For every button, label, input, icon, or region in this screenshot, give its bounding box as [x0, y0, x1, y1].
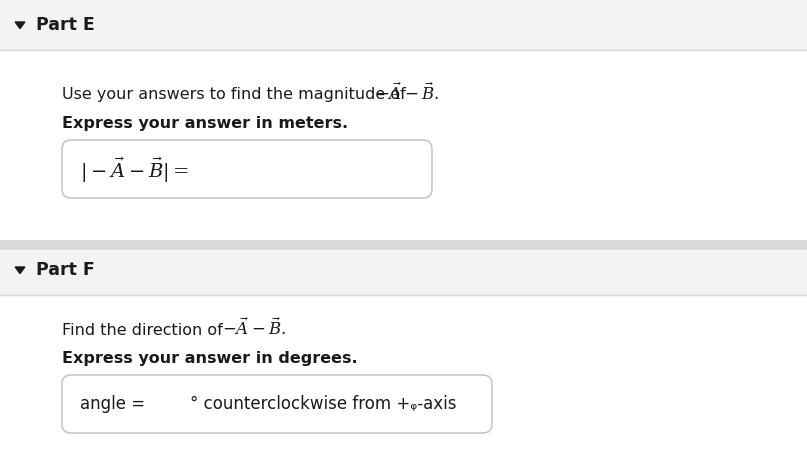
Text: ° counterclockwise from +ᵩ-axis: ° counterclockwise from +ᵩ-axis [190, 395, 457, 413]
Bar [0, 0, 807, 50]
Text: Part E: Part E [36, 16, 94, 34]
Polygon shape [15, 22, 25, 28]
Polygon shape [15, 267, 25, 273]
Text: $-\vec{A} - \vec{B}$.: $-\vec{A} - \vec{B}$. [222, 317, 286, 339]
Text: Find the direction of: Find the direction of [62, 323, 228, 338]
FancyBboxPatch shape [62, 140, 432, 198]
Text: angle =: angle = [80, 395, 145, 413]
Text: Express your answer in meters.: Express your answer in meters. [62, 115, 348, 131]
Text: $-\vec{A} - \vec{B}$.: $-\vec{A} - \vec{B}$. [375, 82, 439, 104]
Text: Use your answers to find the magnitude of: Use your answers to find the magnitude o… [62, 88, 411, 103]
Text: Express your answer in degrees.: Express your answer in degrees. [62, 350, 358, 366]
Bar [0, 295, 807, 473]
Bar [0, 245, 807, 295]
FancyBboxPatch shape [62, 375, 492, 433]
Text: Part F: Part F [36, 261, 94, 279]
Bar [0, 50, 807, 248]
Text: $|-\vec{A} - \vec{B}|=$: $|-\vec{A} - \vec{B}|=$ [80, 155, 189, 185]
